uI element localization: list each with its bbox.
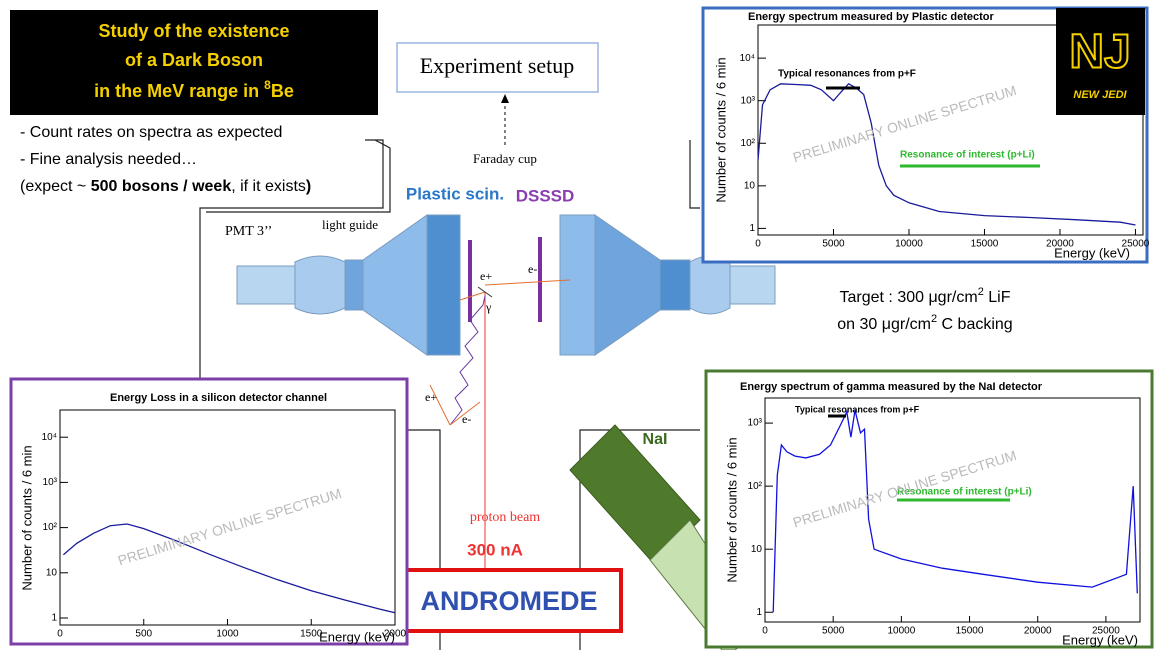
annotation: Resonance of interest (p+Li) [900,150,1035,161]
label: DSSSD [516,186,575,205]
annotation: Typical resonances from p+F [778,69,916,80]
x-tick-label: 0 [762,626,768,637]
chart-title: Energy spectrum measured by Plastic dete… [748,11,994,23]
accelerator-logo: ANDROMEDE [420,586,597,616]
x-tick-label: 1500 [300,629,323,640]
text: in the MeV range in [94,81,264,101]
y-tick-label: 10² [43,522,58,533]
x-tick-label: 25000 [1092,626,1120,637]
label: γ [485,300,492,314]
label: e+ [425,390,437,404]
text: (expect ~ [20,178,91,195]
y-tick-label: 10 [46,567,58,578]
label: Plastic scin. [406,184,504,203]
logo: NJ NEW JEDI [1056,8,1145,115]
text: Target : 300 μgr/cm [840,289,978,306]
chart-title: Energy Loss in a silicon detector channe… [110,392,327,404]
y-axis-label: Number of counts / 6 min [724,437,739,582]
x-tick-label: 25000 [1122,239,1150,250]
x-tick-label: 0 [755,239,761,250]
text: C backing [937,316,1013,333]
y-tick-label: 10³ [748,418,763,429]
y-tick-label: 10³ [741,95,756,106]
x-tick-label: 5000 [822,239,845,250]
y-tick-label: 10² [748,481,763,492]
bullet: - Count rates on spectra as expected [20,124,282,141]
label: PMT 3’’ [225,224,272,239]
title-line: in the MeV range in 8Be [94,78,294,101]
y-tick-label: 10⁴ [740,53,755,64]
x-tick-label: 500 [135,629,152,640]
chart-title: Energy spectrum of gamma measured by the… [740,381,1043,393]
y-axis-label: Number of counts / 6 min [19,445,34,590]
label: e+ [480,269,492,283]
y-tick-label: 10² [741,138,756,149]
y-tick-label: 1 [51,613,57,624]
x-tick-label: 20000 [1024,626,1052,637]
bullet: - Fine analysis needed… [20,151,197,168]
target-text: on 30 μgr/cm2 C backing [837,313,1012,333]
setup-title: Experiment setup [420,53,575,78]
target-text: Target : 300 μgr/cm2 LiF [840,286,1011,306]
y-tick-label: 10⁴ [42,432,57,443]
label: e- [528,262,537,276]
text: LiF [984,289,1011,306]
text: , if it exists [231,178,306,195]
label: proton beam [470,510,540,525]
x-tick-label: 10000 [895,239,923,250]
bullet: (expect ~ 500 bosons / week, if it exist… [20,178,311,195]
x-tick-label: 5000 [822,626,845,637]
label: NaI [643,431,668,448]
label: e- [462,412,471,426]
y-tick-label: 10³ [43,477,58,488]
title-line: of a Dark Boson [125,50,263,70]
logo-mark: NJ [1069,26,1130,79]
bold-text: ) [306,178,311,195]
track [485,280,570,285]
logo-name: NEW JEDI [1073,89,1127,101]
y-tick-label: 10 [751,544,763,555]
title-line: Study of the existence [98,21,289,41]
x-tick-label: 0 [57,629,63,640]
annotation: Typical resonances from p+F [795,404,920,414]
label: Faraday cup [473,151,537,166]
arrow-head [501,94,509,103]
track [460,292,485,300]
x-tick-label: 15000 [971,239,999,250]
slide: Study of the existence of a Dark Boson i… [0,0,1158,650]
text: on 30 μgr/cm [837,316,931,333]
x-tick-label: 10000 [887,626,915,637]
y-tick-label: 1 [756,607,762,618]
y-tick-label: 1 [749,223,755,234]
bold-text: 500 bosons / week [91,178,232,195]
plot-frame [60,410,395,625]
text: Be [271,81,294,101]
x-tick-label: 15000 [956,626,984,637]
y-tick-label: 10 [744,180,756,191]
label: 300 nA [467,540,523,559]
label: light guide [322,217,378,232]
x-tick-label: 1000 [216,629,239,640]
y-axis-label: Number of counts / 6 min [713,57,728,202]
x-tick-label: 2000 [384,629,407,640]
x-tick-label: 20000 [1046,239,1074,250]
